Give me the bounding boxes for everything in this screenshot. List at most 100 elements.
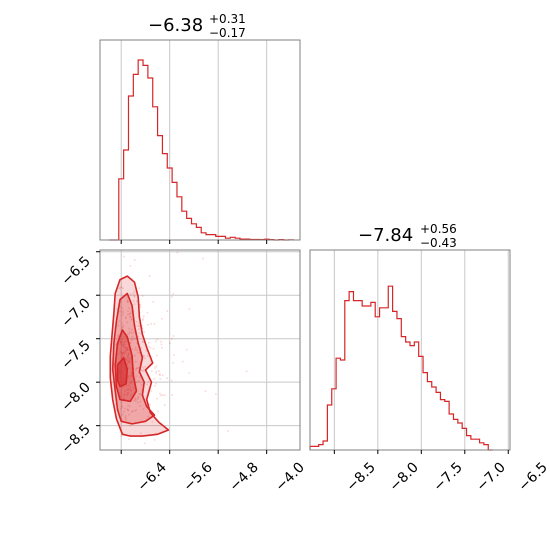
- sample-point: [141, 341, 144, 343]
- sample-point: [128, 388, 130, 391]
- sample-point: [134, 348, 136, 351]
- sample-point: [121, 354, 124, 356]
- sample-point: [154, 367, 156, 369]
- sample-point: [135, 375, 137, 377]
- sample-point: [133, 399, 136, 402]
- sample-point: [142, 408, 145, 410]
- sample-point: [124, 358, 127, 361]
- sample-point: [139, 306, 142, 308]
- sample-point: [130, 374, 133, 376]
- sample-point: [138, 328, 140, 330]
- sample-point: [130, 393, 132, 396]
- sample-point: [155, 382, 157, 385]
- x-tick-label: −7.0: [474, 459, 509, 494]
- y-tick-label: −6.5: [58, 254, 93, 289]
- sample-point: [171, 295, 173, 298]
- sample-point: [176, 251, 179, 254]
- sample-point: [130, 338, 133, 340]
- sample-point: [245, 370, 248, 373]
- sample-point: [126, 299, 129, 302]
- sample-point: [121, 338, 124, 341]
- sample-point: [138, 376, 141, 378]
- sample-point: [138, 322, 140, 325]
- sample-point: [126, 408, 129, 411]
- sample-point: [164, 394, 166, 397]
- sample-point: [115, 361, 118, 363]
- sample-point: [121, 322, 123, 325]
- histogram-step-line: [109, 59, 294, 241]
- sample-point: [146, 355, 149, 357]
- sample-point: [126, 321, 128, 324]
- sample-point: [144, 357, 146, 360]
- scatter-x-tick-labels: −6.4 −5.6 −4.8 −4.0: [135, 459, 308, 494]
- sample-point: [131, 410, 133, 413]
- sample-point: [117, 353, 119, 356]
- sample-point: [115, 344, 118, 346]
- sample-point: [137, 380, 140, 382]
- sample-point: [161, 374, 164, 377]
- sample-point: [139, 362, 142, 364]
- sample-point: [134, 368, 137, 371]
- sample-point: [136, 351, 139, 354]
- sample-point: [124, 407, 126, 410]
- sample-point: [185, 348, 188, 351]
- right-hist-title-plus: +0.56: [420, 222, 457, 236]
- axes-frame: [99, 249, 301, 451]
- sample-point: [129, 312, 132, 315]
- x-tick-label: −8.0: [387, 459, 422, 494]
- sample-point: [142, 318, 144, 320]
- sample-point: [134, 354, 136, 357]
- sample-point: [137, 396, 139, 399]
- sample-point: [130, 375, 133, 378]
- sample-point: [127, 376, 130, 378]
- sample-point: [123, 335, 125, 338]
- sample-point: [124, 415, 127, 417]
- sample-point: [133, 373, 136, 375]
- sample-point: [124, 416, 127, 419]
- sample-point: [120, 435, 123, 437]
- sample-point: [142, 327, 144, 330]
- x-tick-label: −4.8: [227, 459, 262, 494]
- sample-point: [126, 349, 129, 351]
- sample-point: [129, 385, 131, 388]
- sample-point: [122, 324, 125, 327]
- sample-point: [161, 394, 164, 396]
- sample-point: [157, 410, 160, 413]
- sample-point: [127, 384, 130, 386]
- sample-point: [134, 378, 137, 380]
- sample-point: [125, 317, 127, 319]
- sample-point: [120, 402, 123, 404]
- sample-point: [131, 371, 133, 374]
- sample-point: [124, 349, 126, 352]
- sample-point: [121, 314, 124, 317]
- sample-point: [122, 352, 124, 354]
- sample-point: [131, 336, 134, 338]
- sample-point: [125, 363, 128, 365]
- sample-point: [147, 323, 149, 326]
- sample-point: [137, 366, 140, 369]
- sample-point: [139, 400, 142, 403]
- top-histogram-panel: [99, 39, 301, 244]
- sample-point: [127, 392, 129, 394]
- sample-point: [125, 348, 128, 350]
- sample-point: [133, 259, 136, 261]
- sample-point: [141, 325, 144, 327]
- sample-point: [148, 275, 151, 277]
- sample-point: [148, 341, 150, 344]
- sample-point: [172, 335, 175, 337]
- sample-point: [151, 421, 154, 423]
- sample-point: [128, 360, 131, 363]
- sample-point: [128, 438, 130, 441]
- sample-point: [128, 360, 131, 363]
- sample-point: [125, 358, 128, 360]
- sample-point: [121, 386, 124, 388]
- sample-point: [166, 377, 168, 380]
- sample-point: [129, 389, 132, 391]
- right-histogram-panel: [309, 249, 511, 454]
- sample-point: [127, 313, 129, 316]
- sample-point: [130, 311, 133, 313]
- sample-point: [136, 398, 139, 401]
- sample-point: [131, 375, 134, 378]
- sample-point: [123, 397, 125, 400]
- y-tick-label: −8.0: [58, 380, 93, 415]
